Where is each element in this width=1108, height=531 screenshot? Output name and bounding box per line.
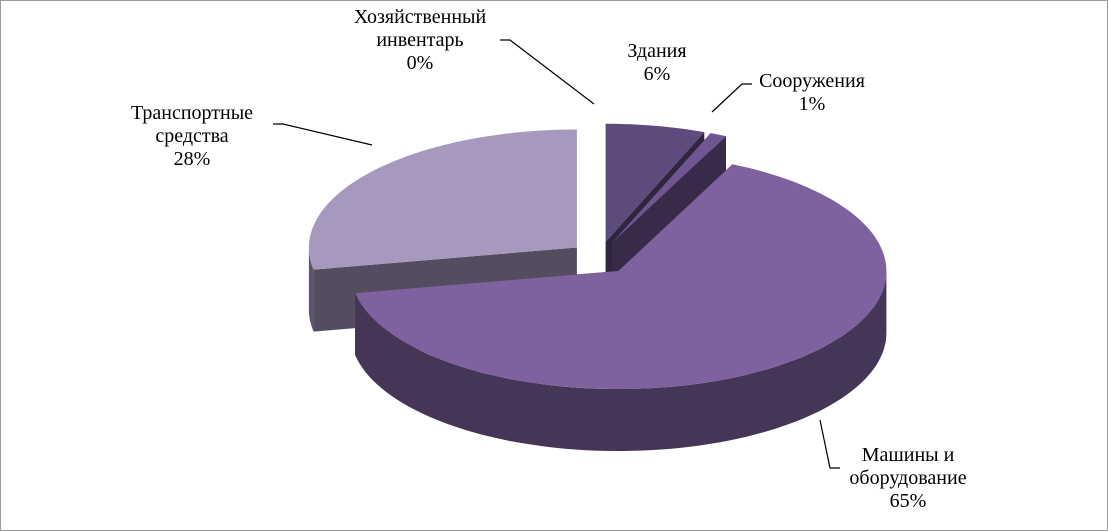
leader-line	[711, 83, 752, 113]
value-label: 0%	[406, 52, 434, 74]
category-label: Машины и оборудование	[849, 444, 967, 489]
slice-wall	[308, 247, 314, 332]
value-label: 6%	[643, 63, 671, 85]
slice	[605, 123, 705, 242]
data-label: Машины и оборудование 65%	[828, 444, 988, 513]
leader-line	[500, 39, 595, 105]
category-label: Хозяйственный инвентарь	[353, 6, 487, 51]
slice-wall	[355, 271, 887, 451]
leader-line	[273, 123, 373, 146]
category-label: Здания	[627, 40, 687, 62]
slice	[611, 133, 726, 243]
slice	[355, 164, 887, 389]
category-label: Сооружения	[759, 70, 865, 92]
slice	[308, 129, 577, 270]
value-label: 65%	[889, 490, 927, 512]
data-label: Здания 6%	[612, 40, 702, 86]
value-label: 28%	[173, 148, 211, 170]
category-label: Транспортные средства	[130, 102, 254, 147]
data-label: Хозяйственный инвентарь 0%	[330, 6, 510, 75]
value-label: 1%	[798, 93, 826, 115]
leader-line	[819, 419, 840, 469]
data-label: Транспортные средства 28%	[97, 102, 287, 171]
data-label: Сооружения 1%	[742, 70, 882, 116]
